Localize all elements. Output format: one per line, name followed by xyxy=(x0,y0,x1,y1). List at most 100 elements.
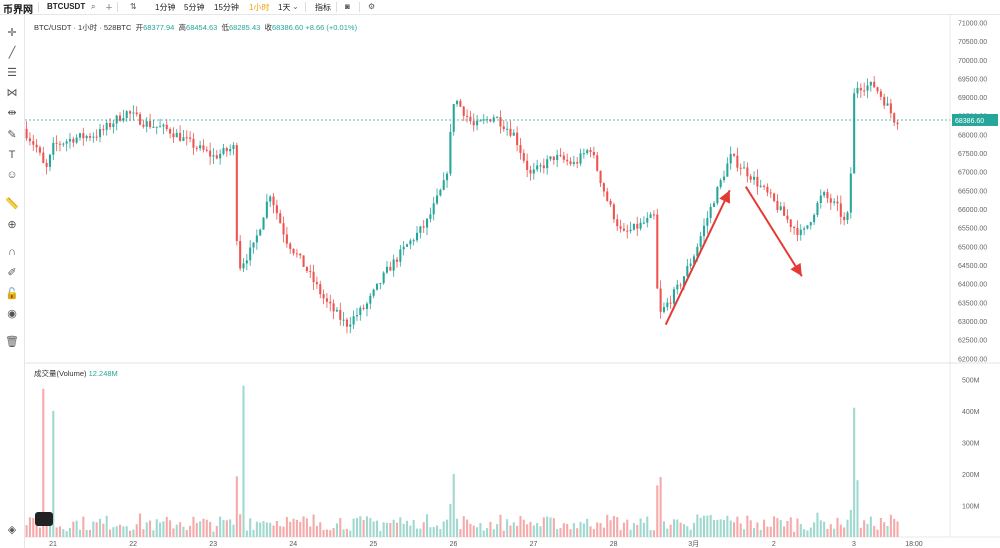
search-icon[interactable]: ⌕ xyxy=(91,2,96,11)
text-icon[interactable]: T xyxy=(8,149,16,161)
interval-1d[interactable]: 1天 xyxy=(278,3,291,12)
volume-bar xyxy=(92,521,95,537)
candle-body xyxy=(646,217,649,223)
volume-bar xyxy=(813,522,816,537)
candle-body xyxy=(602,183,605,192)
candle-body xyxy=(319,284,322,295)
site-logo: 币界网 xyxy=(3,5,33,16)
candle-body xyxy=(836,201,839,204)
crosshair-icon[interactable]: ✛ xyxy=(7,26,17,39)
indicators-button[interactable]: 指标 xyxy=(315,3,331,12)
volume-bar xyxy=(489,521,492,537)
fib-icon[interactable]: ☰ xyxy=(7,66,17,79)
low-value: 68285.43 xyxy=(229,23,261,32)
candle-body xyxy=(102,129,105,131)
candle-body xyxy=(312,271,315,283)
interval-1h[interactable]: 1小时 xyxy=(249,3,270,12)
candle-body xyxy=(279,213,282,224)
price-tick-label: 69500.00 xyxy=(958,76,987,83)
volume-bar xyxy=(466,519,469,537)
settings-icon[interactable]: ⚙ xyxy=(368,2,376,11)
volume-bar xyxy=(702,515,706,537)
compare-icon[interactable]: ⇅ xyxy=(130,2,137,11)
trash-icon[interactable]: 🗑 xyxy=(5,335,19,348)
volume-bar xyxy=(375,520,379,537)
eye-icon[interactable]: ◉ xyxy=(7,307,17,320)
symbol-selector[interactable]: BTCUSDT xyxy=(47,2,86,11)
volume-bar xyxy=(222,520,225,537)
volume-bar xyxy=(32,518,35,537)
camera-icon[interactable]: ◙ xyxy=(345,2,350,11)
volume-bar xyxy=(749,520,752,537)
interval-1m[interactable]: 1分钟 xyxy=(155,3,176,12)
volume-bar xyxy=(883,522,886,537)
volume-bar xyxy=(686,526,689,537)
interval-15m[interactable]: 15分钟 xyxy=(214,3,239,12)
volume-bar xyxy=(369,518,372,537)
ruler-icon[interactable]: 📏 xyxy=(5,197,19,210)
candle-body xyxy=(242,263,245,269)
volume-bar xyxy=(486,528,489,537)
candle-body xyxy=(569,161,572,164)
candle-body xyxy=(365,303,369,309)
volume-bar xyxy=(405,520,409,537)
volume-bar xyxy=(195,522,198,537)
candle-body xyxy=(269,196,272,202)
layers-icon[interactable]: ◈ xyxy=(7,523,17,536)
candle-body xyxy=(342,319,345,321)
volume-bar xyxy=(502,530,505,537)
candle-body xyxy=(819,195,822,203)
volume-bar xyxy=(889,514,892,537)
candle-body xyxy=(799,229,802,236)
candle-body xyxy=(826,192,829,199)
volume-bar xyxy=(846,519,849,537)
brush-icon[interactable]: ✎ xyxy=(7,128,17,141)
candle-body xyxy=(309,271,312,273)
volume-bar xyxy=(199,521,202,537)
candle-body xyxy=(526,160,529,170)
candle-body xyxy=(696,246,699,257)
candle-body xyxy=(385,266,389,273)
price-chart[interactable]: 71000.00 70500.00 70000.00 69500.00 69000.00… xyxy=(25,15,1000,548)
candle-body xyxy=(736,155,739,168)
volume-bar xyxy=(612,516,615,537)
measure-icon[interactable]: ⇹ xyxy=(7,106,17,119)
volume-bar xyxy=(352,518,355,537)
lock-icon[interactable]: 🔓 xyxy=(5,287,19,300)
current-price-tag xyxy=(952,113,998,126)
price-tick-label: 68000.00 xyxy=(958,132,987,139)
emoji-icon[interactable]: ☺ xyxy=(6,169,18,181)
volume-bar xyxy=(886,525,889,537)
volume-bar xyxy=(526,524,529,537)
candle-body xyxy=(753,176,756,180)
volume-bar xyxy=(105,515,108,537)
volume-bar xyxy=(833,528,836,537)
zoom-icon[interactable]: ⊕ xyxy=(7,218,17,231)
chevron-down-icon[interactable]: ⌄ xyxy=(292,2,299,11)
volume-bar xyxy=(799,524,802,537)
volume-bar xyxy=(863,520,866,537)
add-symbol-icon[interactable]: ＋ xyxy=(105,3,113,12)
candle-body xyxy=(68,138,72,142)
candle-body xyxy=(315,282,318,285)
pattern-icon[interactable]: ⋈ xyxy=(6,86,18,99)
trendline-icon[interactable]: ╱ xyxy=(8,46,16,59)
candle-body xyxy=(466,115,469,117)
candle-body xyxy=(659,288,662,312)
candle-body xyxy=(349,324,352,327)
toolbar-divider xyxy=(359,2,360,12)
candle-body xyxy=(426,218,429,228)
candle-body xyxy=(209,150,212,157)
volume-bar xyxy=(729,520,732,537)
volume-bar xyxy=(436,525,439,537)
volume-tick-label: 100M xyxy=(962,503,980,510)
volume-bar xyxy=(159,522,162,537)
lock-drawing-icon[interactable]: ✐ xyxy=(7,266,17,279)
candle-body xyxy=(722,176,726,181)
magnet-icon[interactable]: ∩ xyxy=(8,246,16,258)
candle-body xyxy=(656,214,659,289)
candle-body xyxy=(632,223,635,230)
candle-body xyxy=(609,200,612,205)
interval-5m[interactable]: 5分钟 xyxy=(184,3,205,12)
candle-body xyxy=(692,256,696,264)
